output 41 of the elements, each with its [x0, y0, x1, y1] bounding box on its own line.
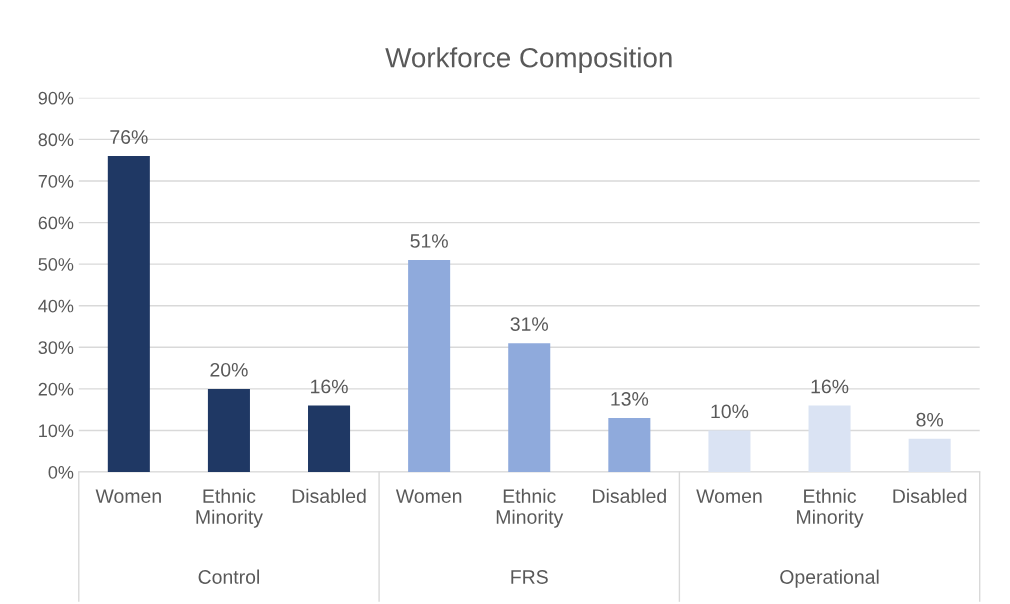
bar	[207, 388, 250, 473]
data-label: 31%	[510, 317, 549, 331]
data-label: 10%	[711, 404, 749, 419]
y-tick-label: 30%	[38, 341, 74, 355]
x-tick-label: Women	[696, 489, 762, 503]
y-tick-label: 60%	[38, 216, 74, 230]
data-label: 51%	[410, 234, 448, 248]
x-tick-label: Ethnic Minority	[496, 488, 564, 528]
text: FRS	[511, 570, 548, 584]
y-tick-label: 40%	[38, 299, 74, 313]
bar	[808, 405, 851, 473]
bar	[708, 430, 751, 473]
data-label: 8%	[916, 412, 944, 427]
bar	[608, 417, 651, 473]
y-tick-label: 0%	[48, 465, 74, 479]
text: Operational	[780, 569, 879, 588]
chart-title: Workforce Composition	[385, 47, 672, 74]
y-tick-label: 90%	[38, 91, 74, 105]
data-label: 76%	[110, 130, 148, 144]
x-tick-label: Ethnic Minority	[196, 488, 263, 528]
x-tick-label: Disabled	[292, 488, 366, 503]
data-label: 13%	[611, 392, 649, 406]
text: Control	[198, 569, 259, 584]
y-tick-label: 80%	[38, 133, 74, 147]
y-tick-label: 20%	[38, 382, 74, 396]
x-tick-label: Ethnic Minority	[797, 488, 864, 528]
data-label: 16%	[811, 379, 849, 394]
bar	[308, 405, 351, 473]
y-tick-label: 10%	[39, 424, 74, 438]
y-tick-label: 70%	[38, 174, 74, 188]
y-tick-label: 50%	[38, 258, 74, 271]
x-tick-label: Disabled	[593, 488, 666, 503]
data-label: 20%	[210, 362, 248, 377]
x-tick-label: Disabled	[893, 488, 967, 503]
bar	[908, 438, 951, 473]
bar	[107, 156, 150, 473]
data-label: 16%	[311, 379, 348, 394]
bar	[508, 343, 551, 473]
x-tick-label: Women	[395, 489, 462, 503]
bar	[408, 259, 451, 473]
x-tick-label: Women	[95, 489, 161, 503]
